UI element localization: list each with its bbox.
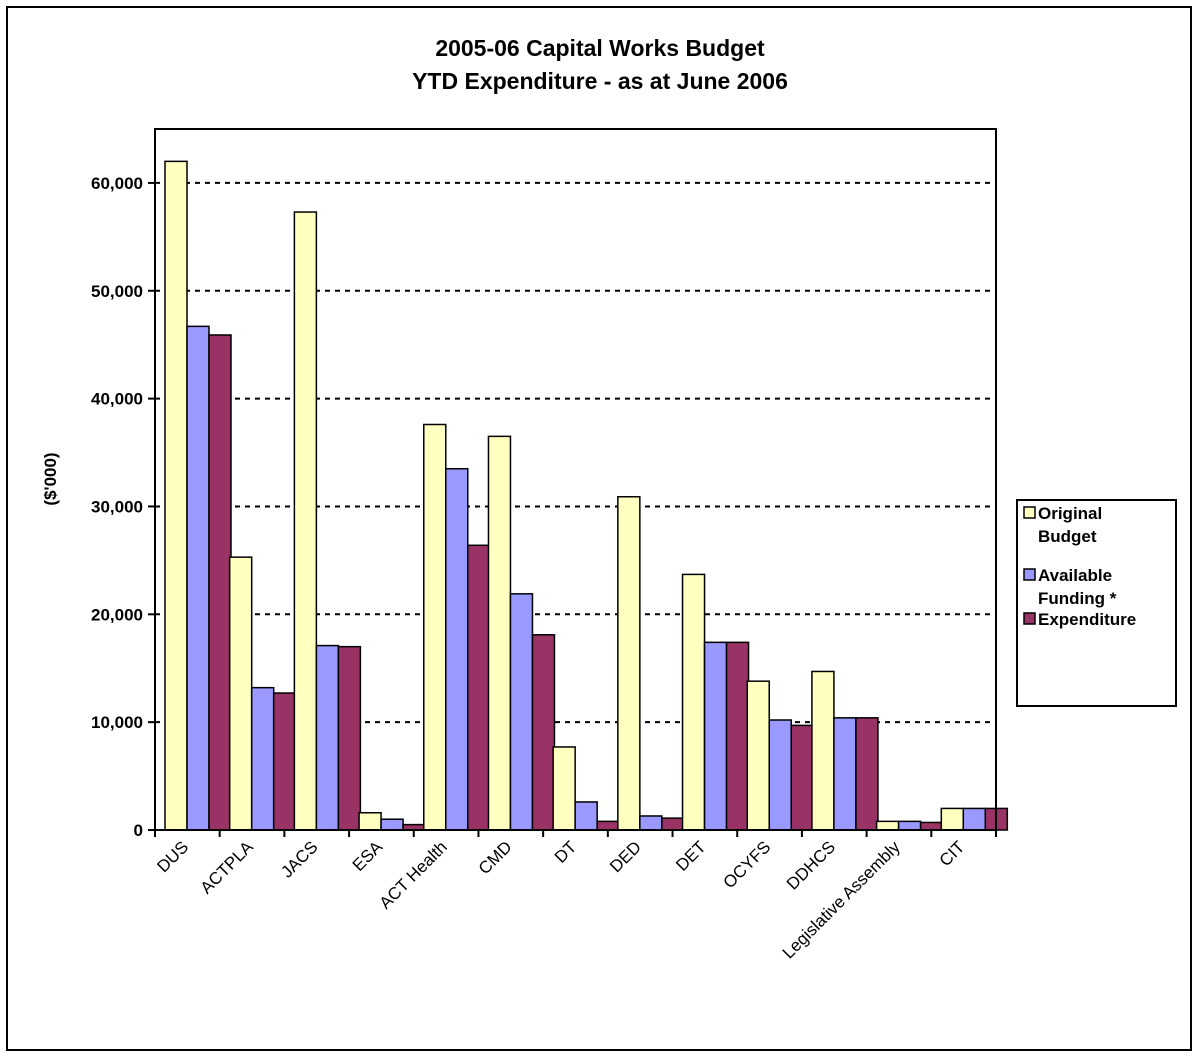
bar-legislative-assembly-series-1 <box>897 820 922 831</box>
bar-ddhcs-series-2 <box>855 717 879 831</box>
legend-swatch <box>1023 612 1036 625</box>
bar-legislative-assembly-series-0 <box>875 820 900 831</box>
bar-det-series-0 <box>681 573 706 831</box>
y-tick-label: 30,000 <box>91 497 143 516</box>
legend-swatch <box>1023 568 1036 581</box>
bar-cmd-series-0 <box>487 435 512 831</box>
y-tick-labels: 0 10,000 20,000 30,000 40,000 50,000 60,000 <box>91 174 143 840</box>
x-category-label: DUS <box>153 837 192 876</box>
bar-cit-series-1 <box>962 807 987 831</box>
legend-swatch <box>1023 506 1036 519</box>
x-category-label: ACT Health <box>376 837 451 912</box>
x-category-label: ESA <box>349 837 387 875</box>
bars <box>164 160 1009 831</box>
legend-label: Budget <box>1038 527 1097 546</box>
bar-ocyfs-series-1 <box>768 719 792 831</box>
x-category-label: OCYFS <box>720 837 775 892</box>
bar-cit-series-0 <box>940 807 965 831</box>
bar-actpla-series-1 <box>250 686 275 831</box>
bar-det-series-1 <box>703 641 728 831</box>
y-tick-label: 0 <box>134 821 143 840</box>
bar-act-health-series-1 <box>445 467 469 831</box>
bar-esa-series-1 <box>380 818 404 831</box>
y-tick-label: 10,000 <box>91 713 143 732</box>
x-category-label: JACS <box>277 837 321 881</box>
axes <box>148 128 997 837</box>
bar-dt-series-2 <box>596 820 620 831</box>
bar-jacs-series-0 <box>293 211 318 831</box>
legend-box <box>1016 499 1177 707</box>
bar-jacs-series-2 <box>337 645 362 831</box>
x-category-label: CMD <box>475 837 516 878</box>
x-category-label: DT <box>551 837 580 866</box>
x-category-label: Legislative Assembly <box>779 837 904 962</box>
bar-cmd-series-2 <box>531 634 556 831</box>
y-tick-label: 60,000 <box>91 174 143 193</box>
y-axis-title: ($'000) <box>41 452 60 505</box>
legend-label: Original <box>1038 504 1102 523</box>
bar-actpla-series-0 <box>228 556 253 831</box>
gridlines <box>155 181 996 724</box>
x-category-label: ACTPLA <box>197 837 258 898</box>
bar-dus-series-1 <box>186 325 210 831</box>
x-category-label: DDHCS <box>783 837 839 893</box>
bar-act-health-series-0 <box>423 423 447 831</box>
y-tick-label: 50,000 <box>91 282 143 301</box>
bar-dt-series-1 <box>574 801 598 831</box>
bar-esa-series-0 <box>358 811 382 831</box>
y-tick-label: 20,000 <box>91 605 143 624</box>
bar-jacs-series-1 <box>315 644 340 831</box>
bar-det-series-2 <box>725 641 750 831</box>
x-category-label: CIT <box>936 837 969 870</box>
bar-ded-series-0 <box>617 496 641 831</box>
chart-title-line-2: YTD Expenditure - as at June 2006 <box>412 68 788 94</box>
x-category-label: DET <box>672 837 709 874</box>
bar-legislative-assembly-series-2 <box>919 821 944 831</box>
plot-area-border <box>154 128 997 831</box>
bar-ocyfs-series-0 <box>746 680 770 831</box>
chart-title-line-1: 2005-06 Capital Works Budget <box>435 35 765 61</box>
bar-ocyfs-series-2 <box>790 724 814 831</box>
legend-label: Expenditure <box>1038 610 1136 629</box>
bar-ded-series-1 <box>639 815 663 831</box>
bar-ded-series-2 <box>661 817 685 831</box>
x-category-label: DED <box>606 837 645 876</box>
bar-dus-series-0 <box>164 160 188 831</box>
bar-act-health-series-2 <box>467 544 491 831</box>
bar-ddhcs-series-0 <box>811 670 835 831</box>
legend: Original Budget Available Funding * Expendit… <box>1016 499 1177 707</box>
bar-cmd-series-1 <box>509 593 534 831</box>
legend-label: Available <box>1038 566 1112 585</box>
bar-dus-series-2 <box>208 334 232 831</box>
bar-actpla-series-2 <box>272 692 297 831</box>
y-tick-label: 40,000 <box>91 390 143 409</box>
bar-ddhcs-series-1 <box>833 717 857 831</box>
bar-dt-series-0 <box>552 746 576 831</box>
legend-label: Funding * <box>1038 589 1117 608</box>
